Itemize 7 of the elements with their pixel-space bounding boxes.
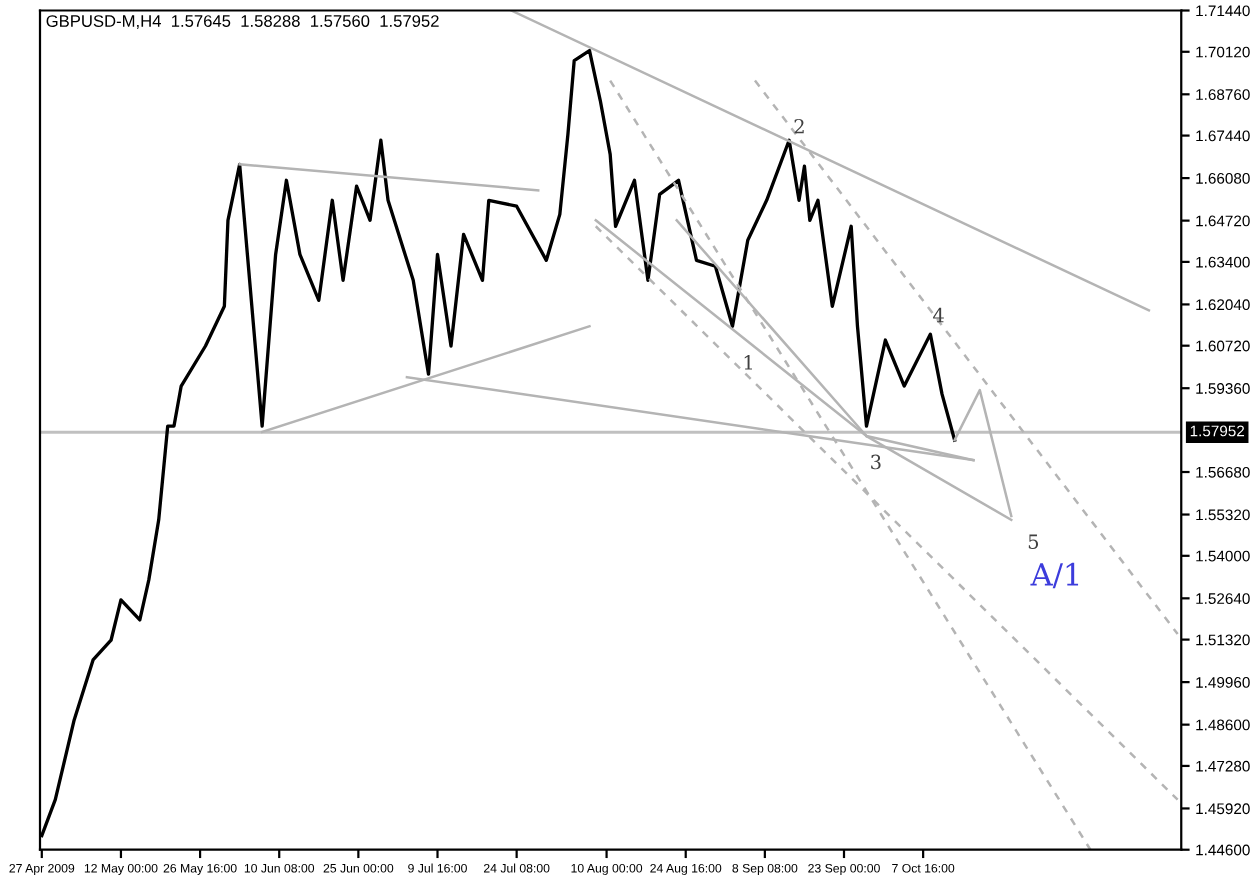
annotation: 4	[933, 307, 944, 323]
annotation: 5	[1028, 534, 1039, 550]
chart-title: GBPUSD-M,H4 1.57645 1.58288 1.57560 1.57952	[46, 15, 439, 29]
annotation: A/1	[1030, 562, 1079, 589]
annotation: 3	[871, 454, 881, 470]
annotation: 1	[744, 355, 752, 370]
annotation: 2	[794, 118, 804, 134]
